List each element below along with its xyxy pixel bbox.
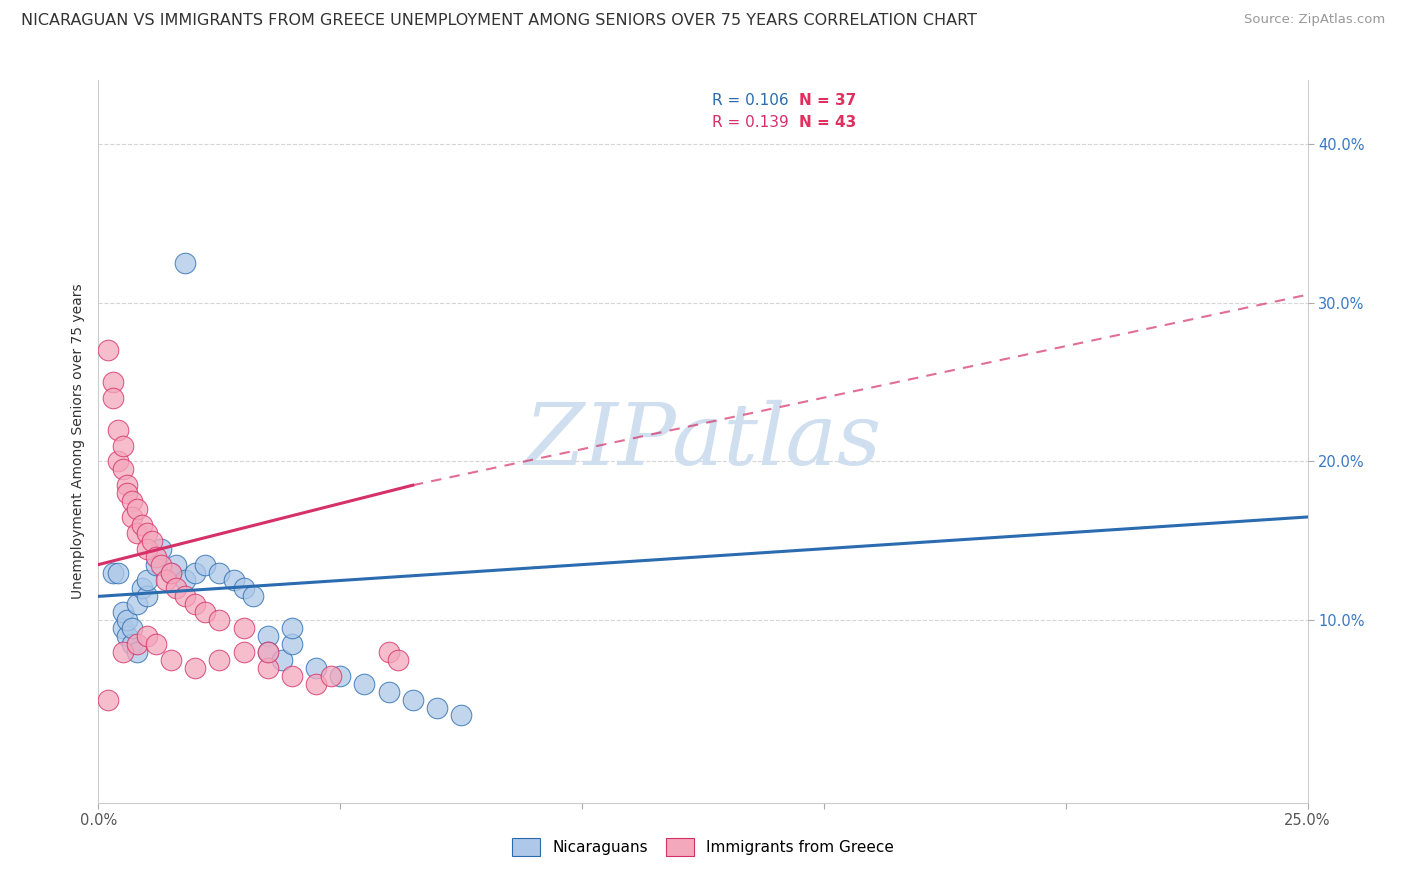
Point [145, 558, 167, 572]
Point [111, 438, 134, 452]
Point [242, 590, 264, 604]
Point [160, 653, 183, 667]
Point [141, 533, 163, 548]
Point [194, 605, 217, 619]
Point [107, 423, 129, 437]
Point [117, 613, 139, 627]
Point [107, 566, 129, 580]
Point [145, 637, 167, 651]
Text: N = 43: N = 43 [799, 115, 856, 130]
Point [107, 454, 129, 468]
Point [184, 661, 207, 675]
Point [232, 645, 254, 659]
Point [111, 621, 134, 635]
Text: R = 0.139: R = 0.139 [711, 115, 789, 130]
Point [121, 510, 143, 524]
Legend: Nicaraguans, Immigrants from Greece: Nicaraguans, Immigrants from Greece [505, 830, 901, 863]
Point [387, 653, 409, 667]
Point [402, 692, 425, 706]
Point [135, 541, 157, 556]
Point [232, 621, 254, 635]
Point [121, 621, 143, 635]
Point [208, 653, 231, 667]
Point [111, 605, 134, 619]
Point [127, 645, 149, 659]
Text: R = 0.106: R = 0.106 [711, 93, 789, 108]
Point [127, 637, 149, 651]
Point [117, 486, 139, 500]
Point [377, 645, 399, 659]
Point [160, 566, 183, 580]
Point [174, 574, 197, 588]
Point [377, 684, 399, 698]
Point [121, 637, 143, 651]
Point [101, 375, 124, 389]
Point [256, 645, 278, 659]
Point [450, 708, 472, 723]
Point [281, 621, 304, 635]
Point [135, 590, 157, 604]
Point [426, 700, 449, 714]
Point [150, 558, 173, 572]
Point [256, 645, 278, 659]
Point [232, 582, 254, 596]
Point [127, 502, 149, 516]
Point [271, 653, 294, 667]
Point [101, 391, 124, 405]
Point [256, 629, 278, 643]
Point [127, 525, 149, 540]
Text: ZIPatlas: ZIPatlas [524, 401, 882, 483]
Point [127, 597, 149, 611]
Point [155, 574, 177, 588]
Point [281, 637, 304, 651]
Point [305, 661, 328, 675]
Point [160, 566, 183, 580]
Point [145, 549, 167, 564]
Text: Source: ZipAtlas.com: Source: ZipAtlas.com [1244, 13, 1385, 27]
Point [117, 629, 139, 643]
Point [353, 676, 375, 690]
Point [256, 661, 278, 675]
Y-axis label: Unemployment Among Seniors over 75 years: Unemployment Among Seniors over 75 years [72, 284, 86, 599]
Point [208, 613, 231, 627]
Point [97, 343, 120, 358]
Point [101, 566, 124, 580]
Point [184, 597, 207, 611]
Point [174, 256, 197, 270]
Point [165, 558, 187, 572]
Point [194, 558, 217, 572]
Point [135, 574, 157, 588]
Point [111, 462, 134, 476]
Point [97, 692, 120, 706]
Point [131, 582, 153, 596]
Point [135, 525, 157, 540]
Point [165, 582, 187, 596]
Point [329, 669, 352, 683]
Point [174, 590, 197, 604]
Point [131, 517, 153, 532]
Point [208, 566, 231, 580]
Text: N = 37: N = 37 [799, 93, 856, 108]
Point [121, 494, 143, 508]
Point [117, 478, 139, 492]
Point [319, 669, 342, 683]
Point [281, 669, 304, 683]
Point [150, 541, 173, 556]
Point [222, 574, 245, 588]
Text: NICARAGUAN VS IMMIGRANTS FROM GREECE UNEMPLOYMENT AMONG SENIORS OVER 75 YEARS CO: NICARAGUAN VS IMMIGRANTS FROM GREECE UNE… [21, 13, 977, 29]
Point [111, 645, 134, 659]
Point [305, 676, 328, 690]
Point [135, 629, 157, 643]
Point [184, 566, 207, 580]
